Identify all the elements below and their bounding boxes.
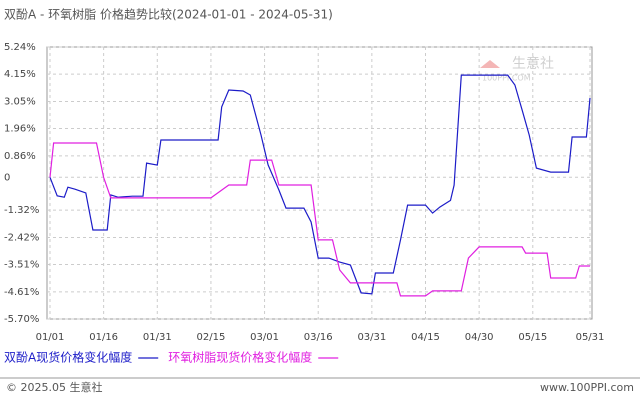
watermark-site: 100PPI.COM [482,74,531,83]
legend-label: 双酚A现货价格变化幅度 [4,350,132,365]
x-tick-label: 05/31 [576,332,605,343]
x-tick-label: 03/16 [304,332,333,343]
footer-right: www.100PPI.com [540,381,634,394]
watermark-logo [480,60,500,68]
x-tick-label: 04/30 [465,332,494,343]
y-tick-label: 1.96% [4,124,36,135]
data-line [49,74,591,295]
watermark: 生意社 100PPI.COM [480,55,554,83]
y-tick-label: -1.32% [4,205,39,216]
y-tick-label: 3.05% [4,96,36,107]
y-tick-label: 4.15% [4,69,36,80]
x-tick-label: 04/15 [411,332,440,343]
y-tick-label: 0.86% [4,151,36,162]
footer-left: © 2025.05 生意社 [6,380,102,394]
y-tick-label: -2.42% [4,232,39,243]
x-tick-label: 01/16 [89,332,118,343]
watermark-name: 生意社 [512,55,554,72]
legend-label: 环氧树脂现货价格变化幅度 [168,350,312,365]
y-tick-label: -4.61% [4,287,39,298]
data-line [49,142,590,297]
y-tick-label: -3.51% [4,260,39,271]
x-tick-label: 03/31 [357,332,386,343]
x-tick-label: 01/31 [143,332,172,343]
x-tick-label: 05/15 [518,332,547,343]
x-tick-label: 02/15 [197,332,226,343]
x-tick-label: 03/01 [250,332,279,343]
y-tick-label: -5.70% [4,314,39,325]
x-tick-label: 01/01 [36,332,65,343]
y-tick-label: 0 [4,172,10,183]
y-tick-label: 5.24% [4,42,36,53]
chart-title: 双酚A - 环氧树脂 价格趋势比较(2024-01-01 - 2024-05-3… [4,7,333,22]
